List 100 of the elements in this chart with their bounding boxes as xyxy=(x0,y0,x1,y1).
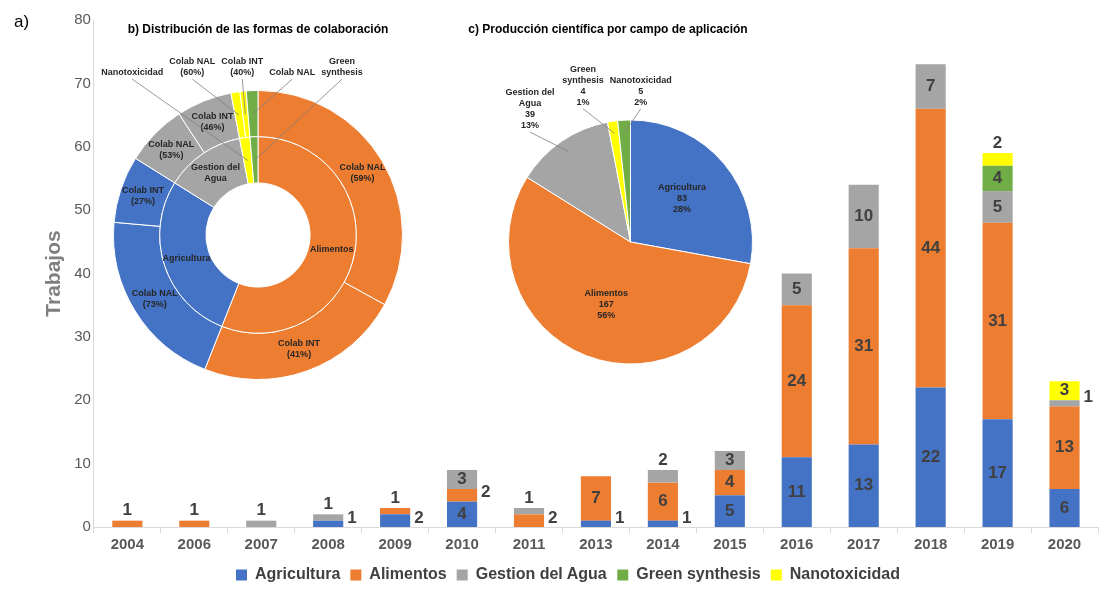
bar xyxy=(1049,406,1080,489)
x-tick-label: 2018 xyxy=(913,535,948,553)
bar xyxy=(580,520,611,527)
bar xyxy=(1049,400,1080,407)
data-label: 6 xyxy=(658,491,668,511)
data-label: 7 xyxy=(925,76,936,96)
slice-label: Agricultura xyxy=(657,182,707,193)
x-tick-label: 2008 xyxy=(311,535,345,553)
bar xyxy=(848,184,879,249)
x-tick-label: 2019 xyxy=(980,535,1015,553)
bar xyxy=(781,457,812,527)
y-tick-label: 10 xyxy=(74,453,91,471)
bar xyxy=(982,153,1013,166)
bar xyxy=(246,520,277,527)
x-tick-label: 2011 xyxy=(512,535,546,553)
data-label: 44 xyxy=(921,237,941,257)
data-label: 13 xyxy=(1055,437,1074,457)
x-tick-label: 2017 xyxy=(847,535,881,553)
bar xyxy=(915,64,946,109)
data-label: 5 xyxy=(792,279,802,299)
y-axis-title: Trabajos xyxy=(41,230,65,317)
bar xyxy=(513,507,545,515)
bar xyxy=(580,476,611,521)
data-label: 7 xyxy=(591,488,601,508)
bar xyxy=(848,444,879,527)
data-label: 5 2% xyxy=(634,85,648,107)
data-label: 3 xyxy=(725,450,735,470)
data-label: 2 xyxy=(414,507,424,527)
data-label: 1 xyxy=(524,487,534,507)
slice-label: Colab INT (46%) xyxy=(191,111,235,133)
chart-title: c) Producción científica por campo de aplicación xyxy=(467,21,749,38)
bar xyxy=(915,387,946,527)
bar xyxy=(112,520,143,527)
data-label: 2 xyxy=(548,507,558,527)
data-label: 1 xyxy=(1083,387,1094,407)
slice-label: Colab NAL (53%) xyxy=(148,138,195,160)
bar xyxy=(313,514,344,521)
data-label: 1 xyxy=(256,500,266,520)
slice-label: Colab NAL xyxy=(269,67,316,78)
data-label: 5 xyxy=(725,500,735,520)
data-label: 2 xyxy=(992,132,1003,152)
legend-label: Alimentos xyxy=(369,565,447,583)
bar xyxy=(647,469,678,483)
x-tick-label: 2014 xyxy=(646,535,681,553)
bar xyxy=(313,520,344,527)
data-label: 1 xyxy=(189,500,200,520)
data-label: 24 xyxy=(787,370,807,390)
text: a) xyxy=(14,12,30,32)
x-tick-label: 2004 xyxy=(110,535,145,553)
data-label: 31 xyxy=(854,336,874,356)
x-tick-label: 2009 xyxy=(378,535,412,553)
data-label: 39 13% xyxy=(520,109,539,131)
slice-label: Agricultura xyxy=(162,252,212,263)
data-label: 5 xyxy=(992,196,1003,216)
slice-label: Gestion del Agua xyxy=(505,87,555,109)
data-label: 1 xyxy=(323,494,333,514)
y-tick-label: 40 xyxy=(74,263,91,281)
data-label: 3 xyxy=(1059,380,1070,400)
data-label: 4 xyxy=(725,472,736,492)
slice-label: Green synthesis xyxy=(562,63,604,85)
bar xyxy=(513,514,545,527)
data-label: 1 xyxy=(681,507,692,527)
slice-label: Colab INT (27%) xyxy=(121,185,165,207)
bar xyxy=(647,520,678,527)
bar xyxy=(982,419,1013,527)
bar xyxy=(848,248,879,445)
data-label: 6 xyxy=(1059,497,1070,517)
slice-label: Nanotoxicidad xyxy=(101,67,164,78)
x-tick-label: 2013 xyxy=(579,535,613,553)
bar xyxy=(380,507,411,515)
legend-label: Green synthesis xyxy=(636,565,761,583)
slice-label: Colab INT (41%) xyxy=(278,338,321,360)
bar xyxy=(647,482,678,521)
y-tick-label: 50 xyxy=(74,200,91,218)
slice-label: Colab NAL (60%) xyxy=(169,56,216,78)
data-label: 1 xyxy=(347,507,357,527)
data-label: 17 xyxy=(988,462,1008,482)
bar xyxy=(179,520,210,527)
data-label: 1 xyxy=(615,507,625,527)
x-tick-label: 2020 xyxy=(1047,535,1082,553)
data-label: 1 xyxy=(122,500,133,520)
slice-label: Green synthesis xyxy=(321,56,363,78)
data-label: 13 xyxy=(854,475,874,495)
data-label: 10 xyxy=(854,206,874,226)
bar xyxy=(1049,488,1080,527)
bar xyxy=(982,191,1013,223)
bar xyxy=(982,222,1013,420)
data-label: 31 xyxy=(988,310,1008,330)
data-label: 22 xyxy=(921,446,941,466)
chart-title: b) Distribución de las formas de colaboración xyxy=(127,22,389,36)
x-tick-label: 2015 xyxy=(713,535,747,553)
data-label: 2 xyxy=(481,482,491,502)
slice-label: Alimentos xyxy=(310,243,354,254)
y-tick-label: 0 xyxy=(82,517,91,535)
bar xyxy=(781,305,812,458)
slice-label: Colab INT (40%) xyxy=(221,56,264,78)
bar xyxy=(380,514,411,527)
data-label: 4 xyxy=(457,504,468,524)
data-label: 83 28% xyxy=(672,193,692,215)
bar xyxy=(714,495,745,527)
